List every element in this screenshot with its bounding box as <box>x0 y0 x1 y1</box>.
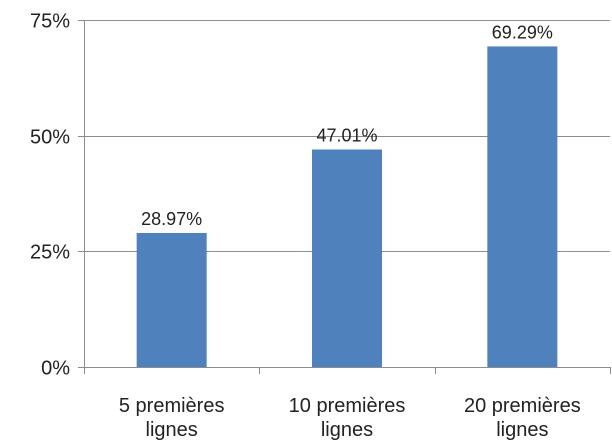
category-label-line: lignes <box>321 419 373 441</box>
category-label-line: lignes <box>146 419 198 441</box>
data-label: 28.97% <box>141 209 202 229</box>
bars <box>136 46 558 367</box>
bar <box>487 46 558 367</box>
bar <box>136 232 207 367</box>
category-label-line: 5 premières <box>119 395 225 417</box>
data-label: 47.01% <box>316 126 377 146</box>
axes <box>78 20 611 374</box>
bar <box>312 149 382 367</box>
category-label-line: 20 premières <box>464 395 581 417</box>
category-label-line: lignes <box>496 419 548 441</box>
y-tick-labels: 0% 25% 50% 75% <box>30 11 70 380</box>
data-label: 69.29% <box>492 22 553 42</box>
category-label: 10 premières lignes <box>289 395 406 441</box>
category-label-line: 10 premières <box>289 395 406 417</box>
y-tick-label: 75% <box>30 11 70 33</box>
y-tick-label: 25% <box>30 242 70 264</box>
data-labels: 28.97% 47.01% 69.29% <box>141 22 553 229</box>
category-label: 5 premières lignes <box>119 395 225 441</box>
category-label: 20 premières lignes <box>464 395 581 441</box>
y-tick-label: 0% <box>41 358 70 380</box>
y-tick-label: 50% <box>30 127 70 149</box>
